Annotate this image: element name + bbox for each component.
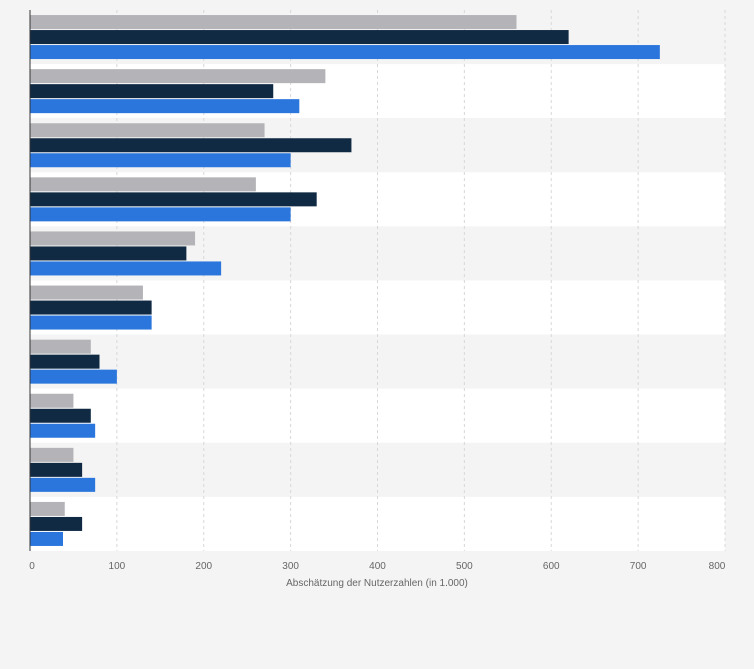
x-axis-title: Abschätzung der Nutzerzahlen (in 1.000) bbox=[286, 578, 468, 589]
bars bbox=[30, 15, 660, 546]
bar-series-3 bbox=[30, 153, 291, 168]
bar-series-3 bbox=[30, 45, 660, 60]
bar-series-1 bbox=[30, 15, 517, 30]
bar-series-1 bbox=[30, 285, 143, 300]
category-band bbox=[30, 334, 725, 389]
bar-series-1 bbox=[30, 501, 65, 516]
bar-series-1 bbox=[30, 69, 326, 84]
bar-series-2 bbox=[30, 84, 274, 99]
bar-series-2 bbox=[30, 354, 100, 369]
bar-series-2 bbox=[30, 516, 83, 531]
bar-series-1 bbox=[30, 447, 74, 462]
bar-series-3 bbox=[30, 531, 64, 546]
bar-series-2 bbox=[30, 30, 569, 45]
bar-series-3 bbox=[30, 477, 96, 492]
bar-series-3 bbox=[30, 423, 96, 438]
bar-series-1 bbox=[30, 231, 196, 246]
bar-series-3 bbox=[30, 315, 152, 330]
x-tick-label: 500 bbox=[456, 561, 473, 572]
x-tick-label: 800 bbox=[709, 561, 726, 572]
bar-series-3 bbox=[30, 261, 222, 276]
category-band bbox=[30, 388, 725, 443]
bar-series-3 bbox=[30, 369, 117, 384]
x-tick-label: 100 bbox=[109, 561, 126, 572]
x-tick-label: 400 bbox=[369, 561, 386, 572]
x-tick-label: 200 bbox=[195, 561, 212, 572]
bar-series-3 bbox=[30, 99, 300, 114]
category-band bbox=[30, 496, 725, 551]
bar-series-2 bbox=[30, 462, 83, 477]
bar-series-1 bbox=[30, 339, 91, 354]
bar-series-1 bbox=[30, 177, 256, 192]
x-tick-label: 0 bbox=[29, 561, 35, 572]
x-tick-label: 600 bbox=[543, 561, 560, 572]
category-band bbox=[30, 442, 725, 497]
bar-series-1 bbox=[30, 123, 265, 138]
bar-series-1 bbox=[30, 393, 74, 408]
bar-series-2 bbox=[30, 300, 152, 315]
bar-series-3 bbox=[30, 207, 291, 222]
bar-series-2 bbox=[30, 138, 352, 153]
x-axis-ticks: 0 100 200 300 400 500 600 700 800 bbox=[29, 561, 726, 572]
bar-series-2 bbox=[30, 246, 187, 261]
bar-series-2 bbox=[30, 408, 91, 423]
x-tick-label: 700 bbox=[630, 561, 647, 572]
x-tick-label: 300 bbox=[282, 561, 299, 572]
bar-series-2 bbox=[30, 192, 317, 207]
